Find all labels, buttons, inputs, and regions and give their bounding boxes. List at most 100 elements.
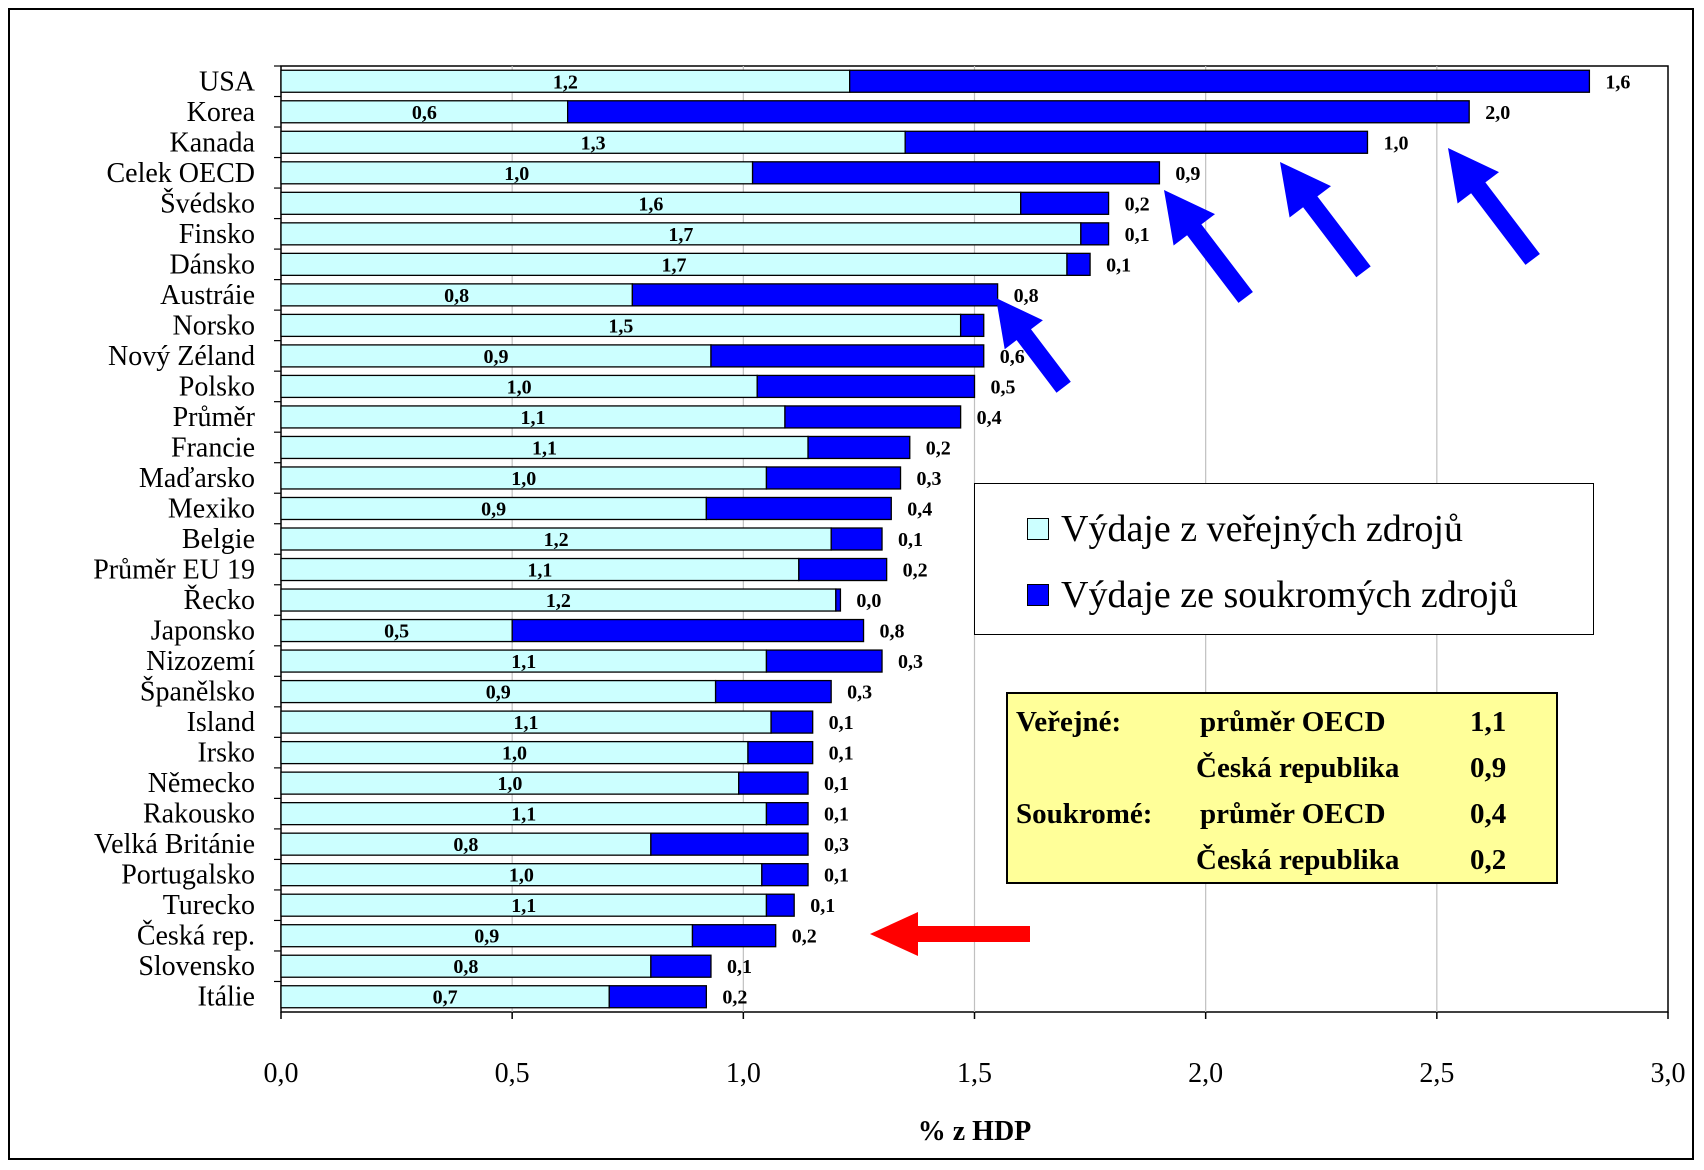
summary-label-oecd-public: průměr OECD bbox=[1200, 706, 1386, 738]
category-label: Mexiko bbox=[168, 493, 255, 524]
x-tick-label: 2,0 bbox=[1188, 1058, 1223, 1089]
x-tick-label: 0,0 bbox=[264, 1058, 299, 1089]
bar-private bbox=[1020, 191, 1110, 215]
bar-private bbox=[835, 588, 842, 612]
category-label: Rakousko bbox=[143, 799, 255, 830]
data-label-private: 1,0 bbox=[1383, 132, 1408, 154]
data-label-public: 0,9 bbox=[483, 346, 508, 368]
summary-label-oecd-private: průměr OECD bbox=[1200, 798, 1386, 830]
data-label-public: 1,2 bbox=[546, 590, 571, 612]
data-label-private: 0,1 bbox=[829, 712, 854, 734]
data-label-private: 0,1 bbox=[810, 895, 835, 917]
category-label: Česká rep. bbox=[137, 921, 255, 952]
bar-private bbox=[849, 69, 1591, 93]
legend-swatch-private bbox=[1027, 584, 1049, 606]
red-arrow-icon bbox=[870, 912, 1030, 956]
category-label: Nový Zéland bbox=[108, 341, 255, 372]
data-label-public: 1,1 bbox=[527, 560, 552, 582]
data-label-private: 1,6 bbox=[1605, 71, 1630, 93]
bar-private bbox=[798, 557, 888, 582]
data-label-private: 0,1 bbox=[824, 804, 849, 826]
data-label-public: 1,0 bbox=[502, 743, 527, 765]
data-label-public: 1,0 bbox=[507, 376, 532, 398]
data-label-private: 0,8 bbox=[880, 621, 905, 643]
data-label-private: 0,2 bbox=[1125, 193, 1150, 215]
data-label-public: 1,1 bbox=[520, 407, 545, 429]
data-label-private: 0,4 bbox=[907, 498, 932, 520]
data-label-private: 0,1 bbox=[1106, 254, 1131, 276]
category-label: Nizozemí bbox=[146, 646, 255, 677]
bar-private bbox=[631, 283, 999, 307]
category-label: Finsko bbox=[179, 219, 255, 250]
data-label-private: 0,3 bbox=[824, 834, 849, 856]
category-label: Irsko bbox=[197, 738, 255, 769]
summary-value-oecd-public: 1,1 bbox=[1470, 706, 1507, 738]
bar-private bbox=[830, 527, 883, 551]
data-label-public: 0,8 bbox=[453, 956, 478, 978]
category-label: Francie bbox=[171, 432, 255, 463]
category-label: Slovensko bbox=[138, 951, 255, 982]
data-label-public: 0,9 bbox=[474, 926, 499, 948]
x-axis-label: % z HDP bbox=[918, 1116, 1032, 1147]
legend: Výdaje z veřejných zdrojů Výdaje ze souk… bbox=[974, 483, 1594, 635]
x-tick-label: 2,5 bbox=[1419, 1058, 1454, 1089]
summary-value-cz-private: 0,2 bbox=[1470, 844, 1507, 876]
data-label-public: 1,5 bbox=[608, 315, 633, 337]
summary-value-oecd-private: 0,4 bbox=[1470, 798, 1507, 830]
data-label-private: 0,8 bbox=[1014, 285, 1039, 307]
legend-item-private: Výdaje ze soukromých zdrojů bbox=[1027, 570, 1518, 620]
bar-private bbox=[765, 893, 795, 917]
data-label-private: 0,1 bbox=[898, 529, 923, 551]
bar-private bbox=[784, 405, 962, 429]
data-label-public: 0,7 bbox=[433, 987, 458, 1009]
summary-box: Veřejné: průměr OECD 1,1 Česká republika… bbox=[1006, 692, 1558, 884]
data-label-private: 0,3 bbox=[917, 468, 942, 490]
bar-private bbox=[608, 985, 707, 1009]
data-label-private: 0,2 bbox=[903, 560, 928, 582]
summary-label-cz-public: Česká republika bbox=[1196, 752, 1400, 784]
summary-label-cz-private: Česká republika bbox=[1196, 844, 1400, 876]
data-label-public: 1,1 bbox=[511, 895, 536, 917]
x-tick-label: 1,5 bbox=[957, 1058, 992, 1089]
category-label: Itálie bbox=[197, 982, 255, 1013]
category-label: Německo bbox=[148, 768, 255, 799]
data-label-private: 0,2 bbox=[722, 987, 747, 1009]
data-label-public: 0,8 bbox=[453, 834, 478, 856]
bar-private bbox=[807, 435, 911, 460]
bar-private bbox=[691, 924, 777, 948]
blue-arrow-icon bbox=[1164, 190, 1253, 303]
data-label-private: 0,9 bbox=[1175, 163, 1200, 185]
bar-private bbox=[650, 832, 809, 856]
bar-private bbox=[650, 954, 712, 978]
category-label: Island bbox=[187, 707, 255, 738]
x-tick-label: 0,5 bbox=[495, 1058, 530, 1089]
legend-label-public: Výdaje z veřejných zdrojů bbox=[1061, 508, 1463, 550]
data-label-private: 0,6 bbox=[1000, 346, 1025, 368]
data-label-private: 0,1 bbox=[727, 956, 752, 978]
data-label-public: 1,0 bbox=[497, 773, 522, 795]
data-label-public: 1,1 bbox=[532, 437, 557, 459]
data-label-public: 0,8 bbox=[444, 285, 469, 307]
bar-private bbox=[765, 649, 883, 673]
category-label: Řecko bbox=[183, 585, 255, 616]
data-label-private: 0,1 bbox=[1125, 224, 1150, 246]
category-label: Norsko bbox=[173, 310, 255, 341]
bar-private bbox=[710, 344, 985, 368]
category-label: Portugalsko bbox=[121, 860, 255, 891]
data-label-private: 2,0 bbox=[1485, 102, 1510, 124]
summary-group-public: Veřejné: bbox=[1016, 706, 1122, 738]
bar-private bbox=[770, 710, 814, 734]
data-label-private: 0,2 bbox=[792, 926, 817, 948]
data-label-public: 1,0 bbox=[504, 163, 529, 185]
blue-arrow-icon bbox=[1448, 148, 1540, 265]
bar-private bbox=[751, 161, 1161, 185]
data-label-public: 1,2 bbox=[544, 529, 569, 551]
data-label-private: 0,1 bbox=[824, 773, 849, 795]
category-label: Japonsko bbox=[151, 616, 255, 647]
data-label-private: 0,4 bbox=[977, 407, 1002, 429]
data-label-public: 1,1 bbox=[511, 651, 536, 673]
summary-value-cz-public: 0,9 bbox=[1470, 752, 1507, 784]
bar-private bbox=[765, 801, 809, 826]
blue-arrow-icon bbox=[1280, 162, 1371, 278]
bar-private bbox=[1080, 222, 1110, 246]
